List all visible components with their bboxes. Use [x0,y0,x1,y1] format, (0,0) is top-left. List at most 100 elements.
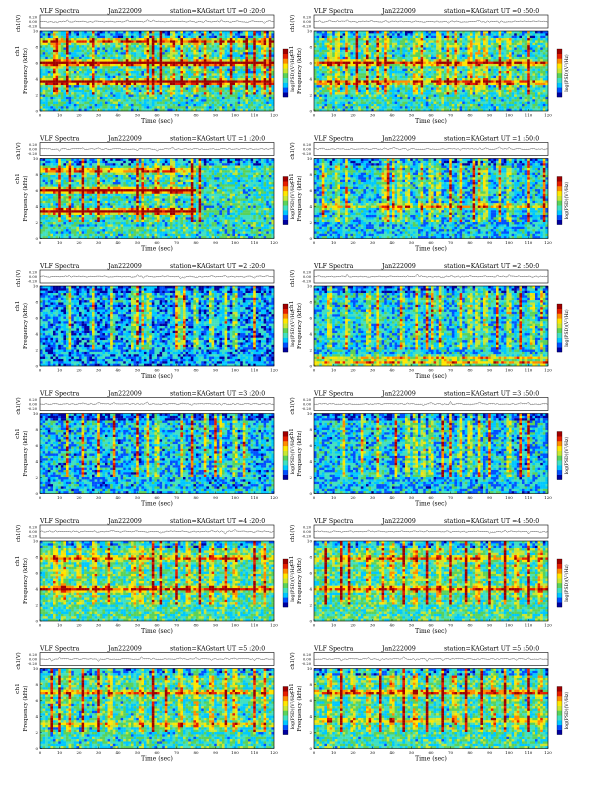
spectrogram-cell [100,36,103,39]
spectrogram-cell [50,59,53,62]
spectrogram-cell [76,36,79,39]
spectrogram-cell [45,38,48,41]
spectrogram-cell [53,50,56,53]
spectrogram-cell [97,59,100,62]
spectrogram-cell [89,66,92,69]
spectrogram-cell [95,104,98,107]
spectrogram-cell [97,55,100,58]
spectrogram-cell [53,47,56,50]
spectrogram-cell [50,66,53,69]
spectrogram-cell [43,80,46,83]
spectrogram-cell [58,45,61,48]
spectrogram-cell [40,50,43,53]
spectrogram-cell [56,76,59,79]
spectrogram-cell [76,47,79,50]
spectrogram-cell [100,52,103,55]
spectrogram-cell [50,47,53,50]
spectrogram-cell [71,47,74,50]
spectrogram-cell [71,33,74,36]
spectrogram-cell [58,71,61,74]
spectrogram-cell [87,95,90,98]
spectrogram-cell [82,52,85,55]
spectrogram-cell [89,50,92,53]
spectrogram-cell [53,80,56,83]
spectrogram-cell [84,90,87,93]
spectrogram-cell [50,73,53,76]
spectrogram-cell [69,38,72,41]
spectrogram-cell [71,85,74,88]
spectrogram-cell [63,57,66,60]
spectrogram-cell [76,33,79,36]
spectrogram-cell [48,95,51,98]
spectrogram-cell [53,71,56,74]
spectrogram-cell [82,47,85,50]
spectrogram-cell [40,38,43,41]
spectrogram-cell [76,57,79,60]
spectrogram-cell [92,43,95,46]
spectrogram-cell [58,102,61,105]
spectrogram-cell [97,92,100,95]
spectrogram-cell [53,78,56,81]
spectrogram-cell [92,95,95,98]
spectrogram-cell [58,85,61,88]
spectrogram-cell [58,55,61,58]
spectrogram-cell [87,36,90,39]
spectrogram-cell [58,43,61,46]
spectrogram-cell [89,33,92,36]
spectrogram-cell [76,99,79,102]
spectrogram-cell [48,102,51,105]
spectrogram-cell [76,59,79,62]
spectrogram-cell [95,66,98,69]
spectrogram-cell [74,64,77,67]
spectrogram-cell [63,78,66,81]
spectrogram-cell [56,87,59,90]
spectrogram-cell [66,36,69,39]
spectrogram-cell [79,47,82,50]
spectrogram-cell [61,78,64,81]
spectrogram-cell [58,104,61,107]
spectrogram-cell [45,95,48,98]
spectrogram-cell [45,85,48,88]
spectrogram-cell [50,71,53,74]
spectrogram-cell [71,50,74,53]
spectrogram-cell [48,85,51,88]
spectrogram-cell [58,95,61,98]
spectrogram-cell [40,31,43,34]
spectrogram-cell [43,52,46,55]
spectrogram-cell [71,31,74,34]
spectrogram-cell [97,90,100,93]
spectrogram-cell [84,31,87,34]
spectrogram-cell [56,80,59,83]
spectrogram-cell [56,104,59,107]
spectrogram-cell [66,40,69,43]
spectrogram-cell [43,97,46,100]
spectrogram-cell [63,90,66,93]
spectrogram-panel-1: VLF SpectraJan222009station=KAGstart UT … [15,8,296,125]
spectrogram-cell [89,87,92,90]
spectrogram-cell [50,31,53,34]
spectrogram-cell [50,36,53,39]
spectrogram-cell [74,66,77,69]
spectrogram-cell [76,90,79,93]
spectrogram-cell [79,40,82,43]
spectrogram-cell [66,38,69,41]
spectrogram-cell [82,83,85,86]
spectrogram-cell [84,78,87,81]
spectrogram-cell [87,73,90,76]
spectrogram-cell [53,43,56,46]
spectrogram-cell [69,104,72,107]
spectrogram-cell [43,59,46,62]
spectrogram-cell [76,73,79,76]
spectrogram-cell [84,52,87,55]
spectrogram-cell [48,73,51,76]
spectrogram-cell [84,33,87,36]
spectrogram-cell [66,99,69,102]
spectrogram-cell [58,99,61,102]
spectrogram-cell [71,99,74,102]
spectrogram-cell [79,43,82,46]
spectrogram-cell [76,45,79,48]
spectrogram-cell [95,102,98,105]
spectrogram-cell [87,66,90,69]
spectrogram-cell [92,40,95,43]
spectrogram-cell [95,64,98,67]
